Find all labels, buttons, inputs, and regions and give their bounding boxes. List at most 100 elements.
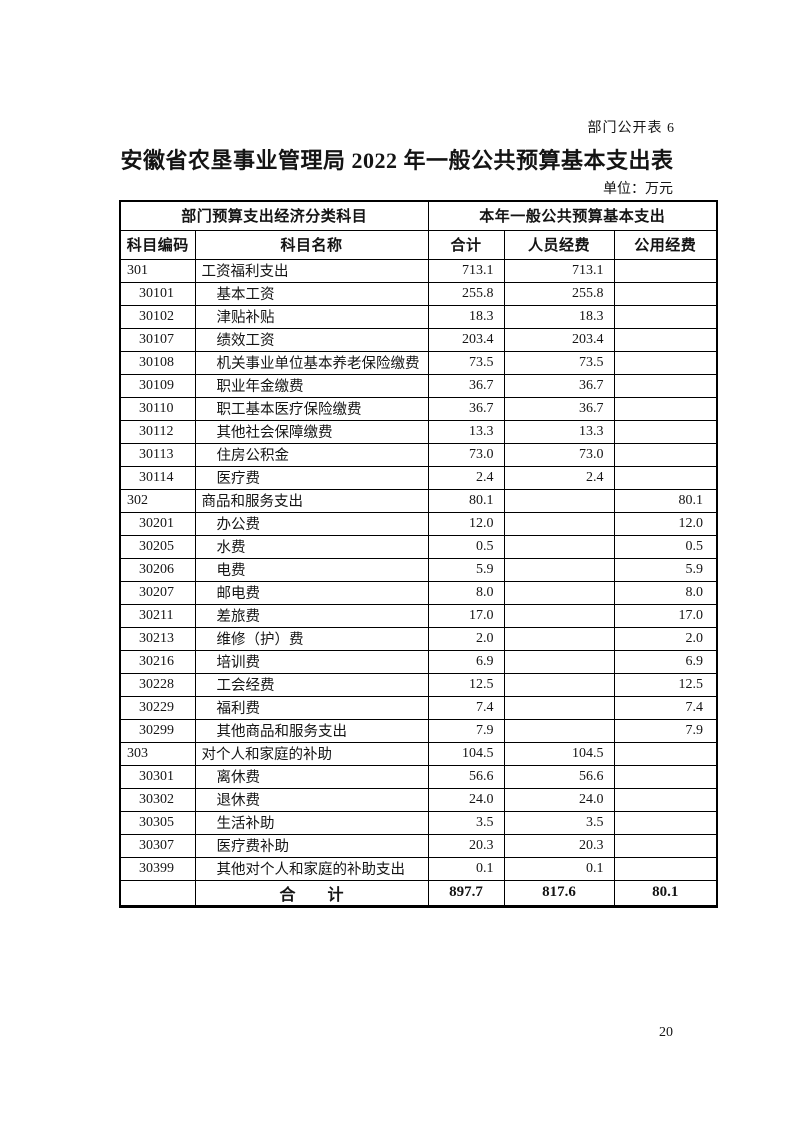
- cell-public-funds: 2.0: [613, 626, 718, 651]
- cell-total: 203.4: [427, 327, 505, 352]
- cell-total: 36.7: [427, 396, 505, 421]
- table-row: 30207 邮电费 8.0 8.0: [119, 580, 718, 605]
- cell-subject-code: 30305: [119, 810, 196, 835]
- cell-total: 24.0: [427, 787, 505, 812]
- cell-subject-code: 30110: [119, 396, 196, 421]
- table-row: 30216 培训费 6.9 6.9: [119, 649, 718, 674]
- cell-subject-code: 30211: [119, 603, 196, 628]
- cell-personnel-funds: [503, 672, 615, 697]
- cell-personnel-funds: 24.0: [503, 787, 615, 812]
- cell-subject-name: 其他社会保障缴费: [194, 419, 429, 444]
- table-footer: 合 计 897.7 817.6 80.1: [119, 879, 718, 907]
- cell-subject-code: 30102: [119, 304, 196, 329]
- table-row: 302 商品和服务支出 80.1 80.1: [119, 488, 718, 513]
- cell-subject-name: 离休费: [194, 764, 429, 789]
- cell-personnel-funds: [503, 626, 615, 651]
- cell-total: 7.9: [427, 718, 505, 743]
- doc-public-table-label: 部门公开表 6: [587, 121, 675, 136]
- cell-subject-code: 30301: [119, 764, 196, 789]
- col-header-public-funds: 公用经费: [613, 229, 718, 260]
- cell-total: 713.1: [427, 258, 505, 283]
- total-row-total-value: 897.7: [427, 879, 505, 907]
- cell-total: 56.6: [427, 764, 505, 789]
- table-row: 30114 医疗费 2.4 2.4: [119, 465, 718, 490]
- col-header-total: 合计: [427, 229, 505, 260]
- table-body: 301 工资福利支出 713.1 713.1 30101 基本工资 255.8 255.8 30…: [119, 258, 718, 881]
- cell-personnel-funds: 56.6: [503, 764, 615, 789]
- cell-subject-code: 301: [119, 258, 196, 283]
- cell-total: 36.7: [427, 373, 505, 398]
- cell-public-funds: [613, 304, 718, 329]
- cell-public-funds: [613, 258, 718, 283]
- cell-personnel-funds: 104.5: [503, 741, 615, 766]
- cell-subject-name: 医疗费: [194, 465, 429, 490]
- cell-subject-name: 工会经费: [194, 672, 429, 697]
- total-row-personnel-value: 817.6: [503, 879, 615, 907]
- table-row: 30302 退休费 24.0 24.0: [119, 787, 718, 812]
- table-row: 30107 绩效工资 203.4 203.4: [119, 327, 718, 352]
- cell-public-funds: 7.9: [613, 718, 718, 743]
- cell-public-funds: 8.0: [613, 580, 718, 605]
- cell-subject-code: 30109: [119, 373, 196, 398]
- cell-subject-name: 职业年金缴费: [194, 373, 429, 398]
- table-header: 部门预算支出经济分类科目 本年一般公共预算基本支出 科目编码 科目名称 合计 人…: [119, 200, 718, 260]
- cell-subject-name: 医疗费补助: [194, 833, 429, 858]
- cell-public-funds: 5.9: [613, 557, 718, 582]
- total-row-code-cell: [119, 879, 196, 907]
- cell-subject-name: 工资福利支出: [194, 258, 429, 283]
- cell-personnel-funds: [503, 718, 615, 743]
- cell-subject-code: 302: [119, 488, 196, 513]
- cell-subject-name: 培训费: [194, 649, 429, 674]
- cell-public-funds: [613, 281, 718, 306]
- cell-personnel-funds: 18.3: [503, 304, 615, 329]
- cell-public-funds: 7.4: [613, 695, 718, 720]
- cell-personnel-funds: [503, 649, 615, 674]
- table-row: 301 工资福利支出 713.1 713.1: [119, 258, 718, 283]
- cell-personnel-funds: 203.4: [503, 327, 615, 352]
- cell-public-funds: [613, 465, 718, 490]
- header-columns-row: 科目编码 科目名称 合计 人员经费 公用经费: [119, 229, 718, 260]
- cell-personnel-funds: 2.4: [503, 465, 615, 490]
- cell-total: 17.0: [427, 603, 505, 628]
- cell-subject-name: 基本工资: [194, 281, 429, 306]
- table-row: 30228 工会经费 12.5 12.5: [119, 672, 718, 697]
- cell-public-funds: 80.1: [613, 488, 718, 513]
- col-header-subject-code: 科目编码: [119, 229, 196, 260]
- cell-subject-code: 30207: [119, 580, 196, 605]
- cell-total: 3.5: [427, 810, 505, 835]
- cell-total: 0.1: [427, 856, 505, 881]
- cell-subject-code: 30213: [119, 626, 196, 651]
- cell-personnel-funds: 0.1: [503, 856, 615, 881]
- table-row: 30205 水费 0.5 0.5: [119, 534, 718, 559]
- cell-subject-code: 30216: [119, 649, 196, 674]
- cell-personnel-funds: 713.1: [503, 258, 615, 283]
- cell-subject-name: 其他商品和服务支出: [194, 718, 429, 743]
- cell-total: 12.0: [427, 511, 505, 536]
- table-row: 30301 离休费 56.6 56.6: [119, 764, 718, 789]
- cell-subject-name: 机关事业单位基本养老保险缴费: [194, 350, 429, 375]
- cell-total: 18.3: [427, 304, 505, 329]
- cell-subject-name: 电费: [194, 557, 429, 582]
- cell-subject-code: 30201: [119, 511, 196, 536]
- cell-total: 80.1: [427, 488, 505, 513]
- cell-total: 73.5: [427, 350, 505, 375]
- cell-personnel-funds: 255.8: [503, 281, 615, 306]
- cell-public-funds: 17.0: [613, 603, 718, 628]
- cell-public-funds: [613, 787, 718, 812]
- table-row: 30213 维修（护）费 2.0 2.0: [119, 626, 718, 651]
- cell-public-funds: [613, 327, 718, 352]
- cell-total: 7.4: [427, 695, 505, 720]
- header-group-classification: 部门预算支出经济分类科目: [119, 200, 429, 231]
- cell-total: 5.9: [427, 557, 505, 582]
- cell-personnel-funds: 3.5: [503, 810, 615, 835]
- table-row: 30211 差旅费 17.0 17.0: [119, 603, 718, 628]
- cell-subject-name: 差旅费: [194, 603, 429, 628]
- cell-personnel-funds: 20.3: [503, 833, 615, 858]
- cell-public-funds: [613, 833, 718, 858]
- cell-subject-name: 维修（护）费: [194, 626, 429, 651]
- cell-subject-name: 福利费: [194, 695, 429, 720]
- budget-table: 部门预算支出经济分类科目 本年一般公共预算基本支出 科目编码 科目名称 合计 人…: [119, 200, 719, 908]
- cell-public-funds: [613, 856, 718, 881]
- table-row: 303 对个人和家庭的补助 104.5 104.5: [119, 741, 718, 766]
- table-row: 30113 住房公积金 73.0 73.0: [119, 442, 718, 467]
